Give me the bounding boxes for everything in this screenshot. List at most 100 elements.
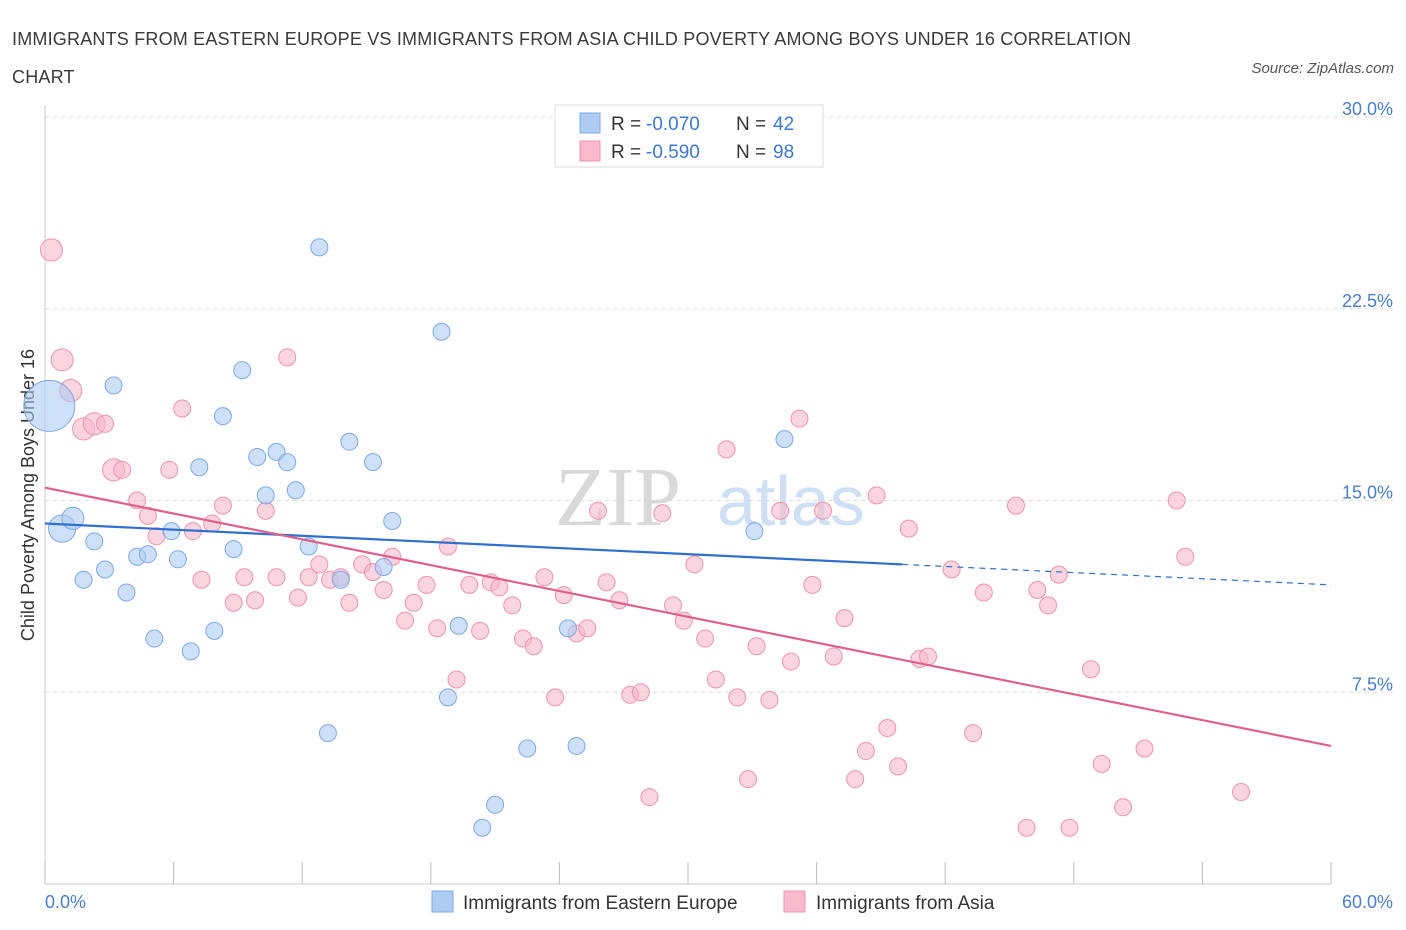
point-eastern-europe-22 <box>278 453 297 472</box>
point-asia-72 <box>814 501 833 520</box>
legend-n-value-1: 42 <box>773 114 794 135</box>
point-asia-65 <box>739 770 758 789</box>
point-eastern-europe-38 <box>558 619 577 638</box>
point-asia-37 <box>438 537 457 556</box>
x-tick-label-min: 0.0% <box>45 892 86 912</box>
point-eastern-europe-35 <box>473 818 492 837</box>
series-legend: Immigrants from Eastern Europe Immigrant… <box>431 890 995 914</box>
legend-n-label-1: N = <box>736 114 766 135</box>
point-eastern-europe-12 <box>168 550 187 569</box>
point-asia-21 <box>267 568 286 587</box>
point-asia-84 <box>964 724 983 743</box>
point-asia-97 <box>1176 547 1195 566</box>
point-asia-28 <box>340 593 359 612</box>
point-eastern-europe-40 <box>745 522 764 541</box>
point-asia-45 <box>524 637 543 656</box>
point-asia-11 <box>160 460 179 479</box>
point-asia-39 <box>460 575 479 594</box>
point-asia-61 <box>696 629 715 648</box>
point-eastern-europe-14 <box>190 458 209 477</box>
point-asia-89 <box>1039 596 1058 615</box>
point-eastern-europe-29 <box>363 453 382 472</box>
point-asia-34 <box>404 593 423 612</box>
point-asia-14 <box>192 570 211 589</box>
point-eastern-europe-4 <box>85 532 104 551</box>
point-asia-76 <box>856 742 875 761</box>
point-asia-69 <box>781 652 800 671</box>
point-asia-64 <box>728 688 747 707</box>
point-eastern-europe-16 <box>213 407 232 426</box>
point-asia-36 <box>428 619 447 638</box>
point-asia-25 <box>310 555 329 574</box>
point-asia-50 <box>578 619 597 638</box>
point-eastern-europe-27 <box>331 570 350 589</box>
point-asia-33 <box>396 611 415 630</box>
point-asia-57 <box>653 504 672 523</box>
point-asia-79 <box>889 757 908 776</box>
point-asia-38 <box>447 670 466 689</box>
point-asia-92 <box>1081 660 1100 679</box>
trend-lines <box>44 486 1332 748</box>
point-asia-16 <box>213 496 232 515</box>
point-eastern-europe-37 <box>518 739 537 758</box>
bottom-legend-label-eastern-europe: Immigrants from Eastern Europe <box>463 893 738 914</box>
x-tick-label-max: 60.0% <box>1342 892 1393 912</box>
point-asia-63 <box>717 440 736 459</box>
trend-line-eastern-europe <box>44 522 903 566</box>
point-eastern-europe-20 <box>256 486 275 505</box>
point-asia-42 <box>490 578 509 597</box>
bottom-legend-swatch-pink <box>783 890 806 913</box>
point-asia-24 <box>299 568 318 587</box>
point-asia-7 <box>113 460 132 479</box>
point-asia-35 <box>417 575 436 594</box>
point-eastern-europe-11 <box>162 522 181 541</box>
x-tick-marks <box>44 862 1332 884</box>
point-asia-95 <box>1135 739 1154 758</box>
legend-swatch-blue <box>579 112 601 134</box>
point-eastern-europe-34 <box>449 616 468 635</box>
point-eastern-europe-15 <box>205 621 224 640</box>
y-tick-label-2: 22.5% <box>1342 291 1393 311</box>
point-asia-88 <box>1028 580 1047 599</box>
point-eastern-europe-10 <box>145 629 164 648</box>
point-eastern-europe-39 <box>567 736 586 755</box>
point-asia-48 <box>554 586 573 605</box>
correlation-legend: R = -0.070 N = 42 R = -0.590 N = 98 <box>554 104 824 168</box>
point-asia-1 <box>50 348 74 372</box>
trend-line-eastern-europe-extension <box>902 563 1332 586</box>
point-asia-43 <box>503 596 522 615</box>
point-asia-83 <box>942 560 961 579</box>
y-tick-label-3: 30.0% <box>1342 99 1393 119</box>
point-asia-62 <box>706 670 725 689</box>
point-eastern-europe-31 <box>383 511 402 530</box>
point-eastern-europe-9 <box>138 545 157 564</box>
point-asia-90 <box>1049 565 1068 584</box>
watermark: ZIP atlas <box>555 451 865 544</box>
point-asia-23 <box>288 588 307 607</box>
point-asia-98 <box>1231 782 1250 801</box>
watermark-zip: ZIP <box>555 451 681 544</box>
source-label: Source: ZipAtlas.com <box>1251 60 1394 77</box>
point-asia-87 <box>1017 818 1036 837</box>
legend-swatch-pink <box>579 140 601 162</box>
point-asia-10 <box>147 527 166 546</box>
point-asia-0 <box>39 238 63 262</box>
point-asia-67 <box>760 690 779 709</box>
series-asia-points <box>39 238 1250 837</box>
legend-r-value-1: -0.070 <box>646 114 700 135</box>
point-asia-85 <box>974 583 993 602</box>
point-eastern-europe-17 <box>224 540 243 559</box>
point-eastern-europe-32 <box>432 322 451 341</box>
point-asia-20 <box>256 501 275 520</box>
point-asia-78 <box>878 719 897 738</box>
point-asia-46 <box>535 568 554 587</box>
series-eastern-europe-points <box>23 238 794 837</box>
point-asia-60 <box>685 555 704 574</box>
point-eastern-europe-3 <box>74 570 93 589</box>
point-asia-47 <box>546 688 565 707</box>
point-asia-40 <box>471 621 490 640</box>
point-eastern-europe-18 <box>233 361 252 380</box>
point-asia-53 <box>610 591 629 610</box>
point-eastern-europe-36 <box>486 795 505 814</box>
point-eastern-europe-41 <box>775 430 794 449</box>
